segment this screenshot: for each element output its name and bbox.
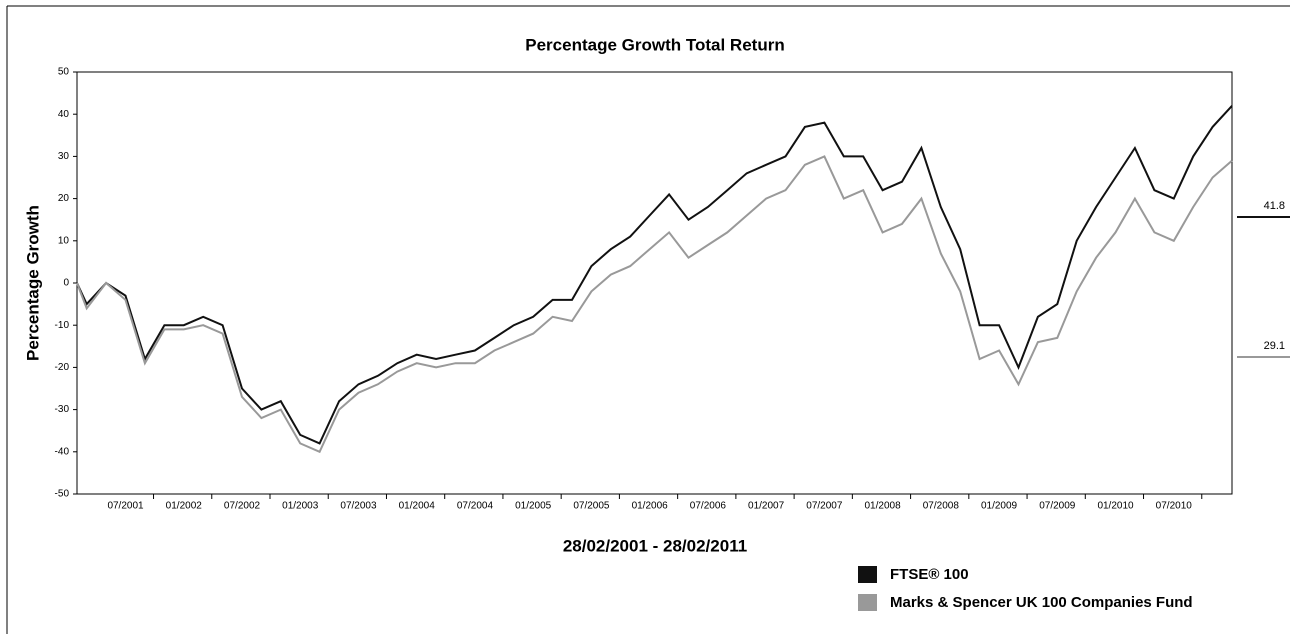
x-tick-label: 07/2004: [457, 501, 494, 512]
y-tick-label: 40: [58, 109, 70, 120]
y-tick-label: 30: [58, 151, 70, 162]
x-tick-label: 07/2008: [923, 501, 960, 512]
y-tick-label: 20: [58, 193, 70, 204]
x-tick-label: 07/2005: [573, 501, 610, 512]
y-tick-label: -40: [55, 446, 70, 457]
y-tick-label: -50: [55, 489, 70, 500]
x-tick-label: 01/2007: [748, 501, 785, 512]
x-tick-label: 01/2006: [632, 501, 669, 512]
x-tick-label: 01/2008: [865, 501, 902, 512]
y-tick-label: -20: [55, 362, 70, 373]
x-tick-label: 01/2005: [515, 501, 552, 512]
x-tick-label: 07/2006: [690, 501, 727, 512]
y-tick-label: 50: [58, 67, 70, 78]
series-line: [76, 155, 1233, 454]
series-line: [76, 105, 1233, 445]
x-tick-label: 01/2009: [981, 501, 1018, 512]
y-axis-label: Percentage Growth: [23, 205, 42, 361]
x-tick-label: 01/2003: [282, 501, 319, 512]
y-tick-label: -30: [55, 404, 70, 415]
legend-label: Marks & Spencer UK 100 Companies Fund: [890, 594, 1193, 611]
end-value-label: 29.1: [1264, 340, 1285, 352]
x-tick-label: 07/2010: [1156, 501, 1193, 512]
legend-label: FTSE® 100: [890, 566, 969, 583]
x-tick-label: 01/2010: [1097, 501, 1134, 512]
x-tick-label: 01/2004: [399, 501, 436, 512]
chart-subtitle: 28/02/2001 - 28/02/2011: [563, 536, 747, 555]
chart-title: Percentage Growth Total Return: [525, 35, 784, 54]
plot-area: [76, 71, 1233, 495]
x-tick-label: 07/2001: [107, 501, 144, 512]
x-tick-label: 07/2003: [340, 501, 377, 512]
legend-swatch: [858, 566, 877, 583]
y-tick-label: 0: [63, 278, 69, 289]
legend-swatch: [858, 594, 877, 611]
end-value-label: 41.8: [1264, 200, 1285, 212]
x-tick-label: 07/2002: [224, 501, 261, 512]
y-tick-label: 10: [58, 235, 70, 246]
x-tick-label: 07/2009: [1039, 501, 1076, 512]
x-tick-label: 01/2002: [166, 501, 203, 512]
y-tick-label: -10: [55, 320, 70, 331]
x-tick-label: 07/2007: [806, 501, 843, 512]
